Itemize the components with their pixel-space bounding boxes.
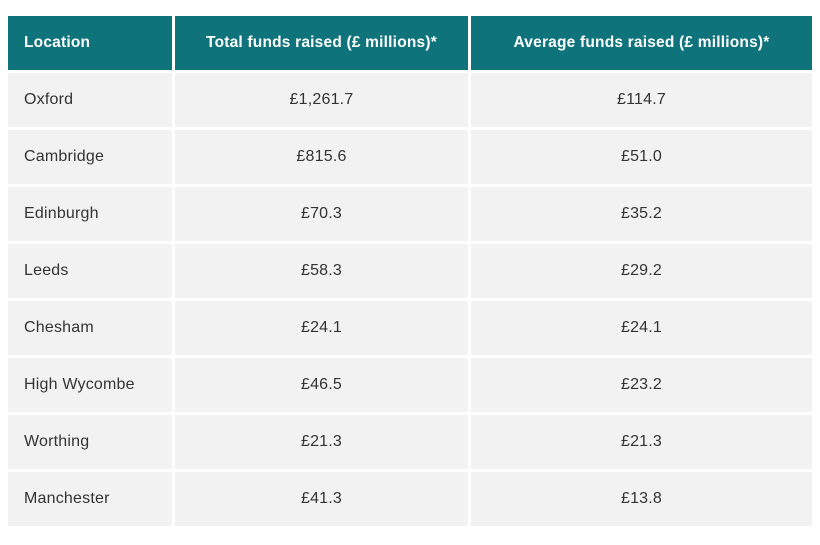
table-row: Leeds £58.3 £29.2 xyxy=(8,244,812,298)
cell-average-funds: £114.7 xyxy=(471,73,812,127)
table-row: High Wycombe £46.5 £23.2 xyxy=(8,358,812,412)
cell-total-funds: £815.6 xyxy=(175,130,468,184)
cell-total-funds: £1,261.7 xyxy=(175,73,468,127)
cell-location: Oxford xyxy=(8,73,172,127)
cell-average-funds: £29.2 xyxy=(471,244,812,298)
cell-location: Cambridge xyxy=(8,130,172,184)
cell-location: High Wycombe xyxy=(8,358,172,412)
table-row: Manchester £41.3 £13.8 xyxy=(8,472,812,526)
funds-raised-table: Location Total funds raised (£ millions)… xyxy=(8,16,812,526)
table-row: Edinburgh £70.3 £35.2 xyxy=(8,187,812,241)
table-row: Chesham £24.1 £24.1 xyxy=(8,301,812,355)
cell-total-funds: £21.3 xyxy=(175,415,468,469)
table-row: Oxford £1,261.7 £114.7 xyxy=(8,73,812,127)
cell-total-funds: £46.5 xyxy=(175,358,468,412)
cell-average-funds: £24.1 xyxy=(471,301,812,355)
table-header-row: Location Total funds raised (£ millions)… xyxy=(8,16,812,70)
cell-average-funds: £35.2 xyxy=(471,187,812,241)
cell-total-funds: £41.3 xyxy=(175,472,468,526)
cell-average-funds: £21.3 xyxy=(471,415,812,469)
cell-average-funds: £23.2 xyxy=(471,358,812,412)
cell-total-funds: £70.3 xyxy=(175,187,468,241)
cell-location: Leeds xyxy=(8,244,172,298)
cell-location: Chesham xyxy=(8,301,172,355)
header-cell-total-funds: Total funds raised (£ millions)* xyxy=(175,16,468,70)
cell-total-funds: £24.1 xyxy=(175,301,468,355)
cell-location: Manchester xyxy=(8,472,172,526)
cell-total-funds: £58.3 xyxy=(175,244,468,298)
cell-location: Edinburgh xyxy=(8,187,172,241)
table-row: Worthing £21.3 £21.3 xyxy=(8,415,812,469)
header-cell-average-funds: Average funds raised (£ millions)* xyxy=(471,16,812,70)
cell-average-funds: £13.8 xyxy=(471,472,812,526)
cell-location: Worthing xyxy=(8,415,172,469)
header-cell-location: Location xyxy=(8,16,172,70)
cell-average-funds: £51.0 xyxy=(471,130,812,184)
table-row: Cambridge £815.6 £51.0 xyxy=(8,130,812,184)
